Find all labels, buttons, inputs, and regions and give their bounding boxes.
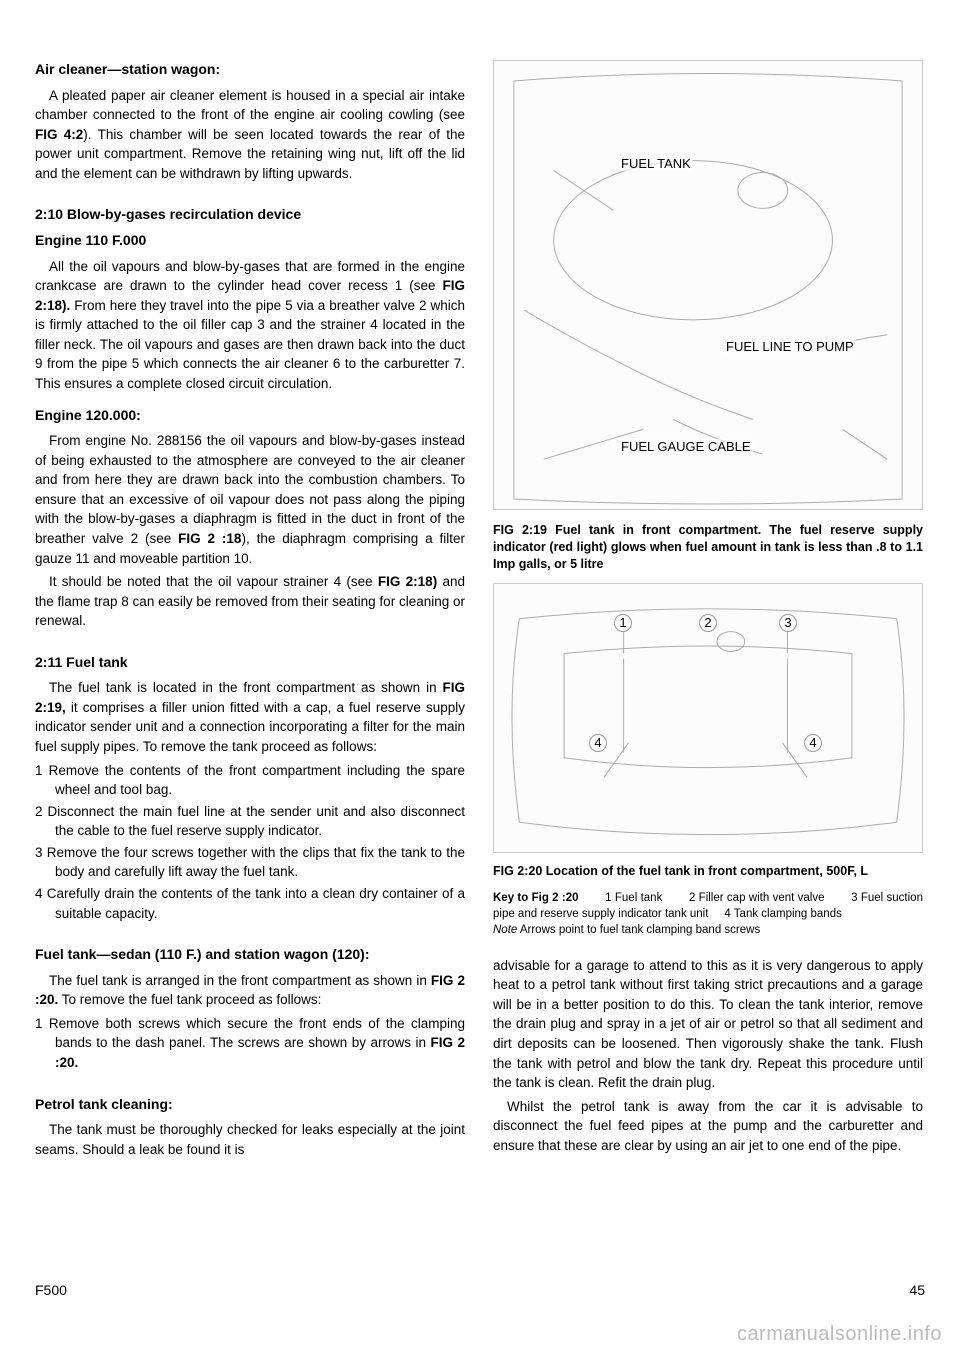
list-item: 1 Remove the contents of the front compa… (35, 761, 465, 800)
key-item-4: 4 Tank clamping bands (724, 908, 841, 920)
heading-2-10: 2:10 Blow-by-gases recirculation device (35, 205, 465, 225)
section-2-10: 2:10 Blow-by-gases recirculation device … (35, 205, 465, 630)
procedure-list: 1 Remove the contents of the front compa… (35, 761, 465, 924)
figure-2-20: 1 2 3 4 4 (493, 583, 923, 853)
procedure-list: 1 Remove both screws which secure the fr… (35, 1014, 465, 1073)
ref-fig: FIG 2 :18 (178, 531, 241, 546)
heading-fuel-tank-sedan: Fuel tank—sedan (110 F.) and station wag… (35, 945, 465, 965)
section-petrol-cleaning: Petrol tank cleaning: The tank must be t… (35, 1095, 465, 1160)
callout-1: 1 (614, 614, 632, 632)
text: To remove the fuel tank proceed as follo… (58, 992, 321, 1007)
figure-label-fuel-line: FUEL LINE TO PUMP (724, 339, 856, 354)
callout-4a: 4 (589, 734, 607, 752)
key-note-label: Note (493, 924, 517, 936)
callout-3: 3 (779, 614, 797, 632)
para: From engine No. 288156 the oil vapours a… (35, 431, 465, 568)
para: The fuel tank is arranged in the front c… (35, 971, 465, 1010)
caption-fig-2-20: FIG 2:20 Location of the fuel tank in fr… (493, 863, 923, 880)
subheading-engine-110: Engine 110 F.000 (35, 231, 465, 251)
footer-page-number: 45 (909, 1282, 925, 1298)
text: All the oil vapours and blow-by-gases th… (35, 259, 465, 294)
ref-fig: FIG 4:2 (35, 127, 83, 142)
para-whilst: Whilst the petrol tank is away from the … (493, 1097, 923, 1156)
para: A pleated paper air cleaner element is h… (35, 86, 465, 184)
text: The fuel tank is arranged in the front c… (49, 973, 431, 988)
watermark: carmanualsonline.info (737, 1323, 942, 1346)
callout-2: 2 (699, 614, 717, 632)
key-fig-2-20: Key to Fig 2 :20 1 Fuel tank 2 Filler ca… (493, 890, 923, 938)
text: 1 Remove both screws which secure the fr… (35, 1016, 465, 1051)
figure-label-fuel-gauge: FUEL GAUGE CABLE (619, 439, 753, 454)
text: From engine No. 288156 the oil vapours a… (35, 433, 465, 546)
text: it comprises a filler union fitted with … (35, 700, 465, 754)
section-air-cleaner: Air cleaner—station wagon: A pleated pap… (35, 60, 465, 183)
left-column: Air cleaner—station wagon: A pleated pap… (35, 60, 465, 1181)
list-item: 2 Disconnect the main fuel line at the s… (35, 802, 465, 841)
figure-label-fuel-tank: FUEL TANK (619, 156, 693, 171)
text: It should be noted that the oil vapour s… (49, 574, 378, 589)
subheading-engine-120: Engine 120.000: (35, 406, 465, 426)
para: The fuel tank is located in the front co… (35, 678, 465, 756)
section-fuel-tank-sedan: Fuel tank—sedan (110 F.) and station wag… (35, 945, 465, 1072)
key-title: Key to Fig 2 :20 (493, 892, 579, 904)
text: From here they travel into the pipe 5 vi… (35, 298, 465, 391)
figure-2-19: FUEL TANK FUEL LINE TO PUMP FUEL GAUGE C… (493, 60, 923, 510)
ref-fig: FIG 2:18) (378, 574, 437, 589)
list-item: 4 Carefully drain the contents of the ta… (35, 884, 465, 923)
para-advisable: advisable for a garage to attend to this… (493, 956, 923, 1093)
footer-model: F500 (35, 1282, 67, 1298)
text: A pleated paper air cleaner element is h… (35, 88, 465, 123)
key-item-2: 2 Filler cap with vent valve (689, 892, 825, 904)
para: The tank must be thoroughly checked for … (35, 1120, 465, 1159)
caption-fig-2-19: FIG 2:19 Fuel tank in front compartment.… (493, 522, 923, 573)
para: All the oil vapours and blow-by-gases th… (35, 257, 465, 394)
heading-petrol-cleaning: Petrol tank cleaning: (35, 1095, 465, 1115)
key-note-text: Arrows point to fuel tank clamping band … (517, 924, 760, 936)
list-item: 1 Remove both screws which secure the fr… (35, 1014, 465, 1073)
text: The fuel tank is located in the front co… (49, 680, 443, 695)
section-2-11: 2:11 Fuel tank The fuel tank is located … (35, 653, 465, 923)
list-item: 3 Remove the four screws together with t… (35, 843, 465, 882)
text: ). This chamber will be seen located tow… (35, 127, 465, 181)
callout-4b: 4 (804, 734, 822, 752)
key-item-1: 1 Fuel tank (605, 892, 662, 904)
right-column: FUEL TANK FUEL LINE TO PUMP FUEL GAUGE C… (493, 60, 923, 1181)
heading-2-11: 2:11 Fuel tank (35, 653, 465, 673)
para: It should be noted that the oil vapour s… (35, 572, 465, 631)
page-content: Air cleaner—station wagon: A pleated pap… (0, 0, 960, 1221)
heading-air-cleaner: Air cleaner—station wagon: (35, 60, 465, 80)
